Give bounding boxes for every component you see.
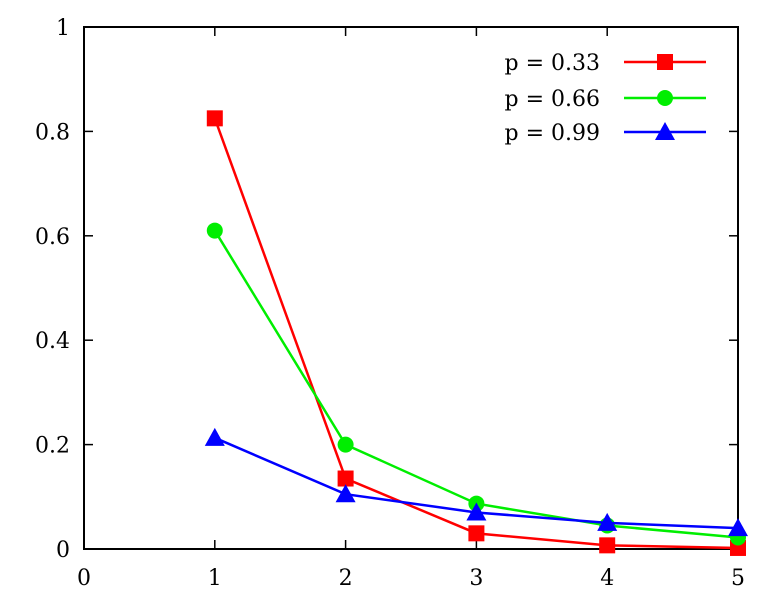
y-tick-label: 0 [56,538,70,563]
legend-label: p = 0.33 [505,51,601,76]
x-tick-label: 0 [77,566,91,591]
legend-label: p = 0.66 [505,87,601,112]
series-layer [204,110,748,556]
y-tick-label: 0.8 [35,120,70,145]
axis-ticks [83,26,739,550]
x-tick-label: 4 [600,566,614,591]
plot-frame [83,26,739,550]
data-point [206,222,223,239]
data-point [206,110,223,127]
y-tick-label: 0.2 [35,434,70,459]
series-line [213,229,739,539]
data-point [468,525,485,542]
series-line [213,117,739,550]
data-point [337,470,354,487]
data-point [599,537,616,554]
x-tick-label: 5 [731,566,745,591]
data-point [204,427,225,446]
axis-tick-labels: 0 1 2 3 4 5 0 0.2 0.4 0.6 0.8 1 [35,16,745,591]
data-point [597,512,618,531]
x-tick-label: 1 [208,566,222,591]
y-tick-label: 0.6 [35,225,70,250]
data-point [337,436,354,453]
x-tick-label: 2 [339,566,353,591]
legend: p = 0.33 p = 0.66 p = 0.99 [505,51,706,146]
series-2 [206,222,746,546]
legend-marker [655,122,675,140]
y-tick-label: 0.4 [35,329,70,354]
data-point [466,502,487,521]
legend-marker [657,90,673,106]
legend-marker [657,54,673,70]
y-tick-label: 1 [56,16,70,41]
data-point [335,484,356,503]
x-tick-label: 3 [469,566,483,591]
data-point [728,518,748,537]
legend-label: p = 0.99 [505,121,601,146]
series-3 [204,427,748,537]
series-1 [206,110,746,556]
